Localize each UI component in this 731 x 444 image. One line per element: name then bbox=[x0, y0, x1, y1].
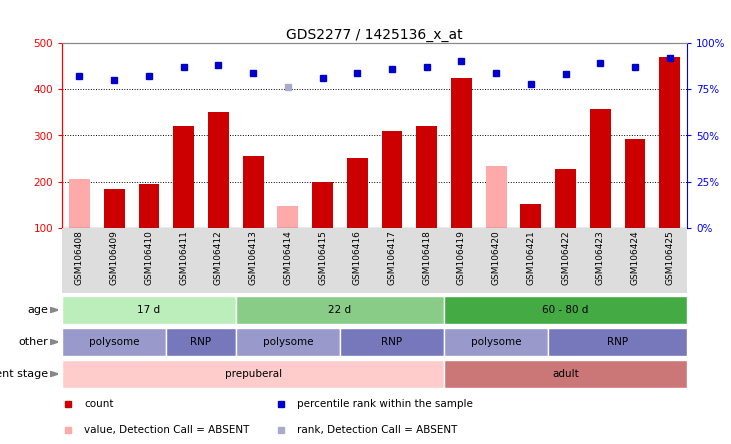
Text: GSM106411: GSM106411 bbox=[179, 230, 188, 285]
Text: GSM106419: GSM106419 bbox=[457, 230, 466, 285]
Bar bbox=[520, 204, 541, 228]
Bar bbox=[485, 166, 507, 228]
Text: GSM106422: GSM106422 bbox=[561, 230, 570, 285]
Text: GSM106412: GSM106412 bbox=[214, 230, 223, 285]
Bar bbox=[138, 184, 159, 228]
Text: GSM106420: GSM106420 bbox=[492, 230, 501, 285]
Bar bbox=[173, 126, 194, 228]
Text: development stage: development stage bbox=[0, 369, 48, 379]
Text: GSM106425: GSM106425 bbox=[665, 230, 674, 285]
Bar bbox=[340, 328, 444, 357]
Text: GSM106417: GSM106417 bbox=[387, 230, 396, 285]
Bar bbox=[62, 296, 235, 325]
Text: polysome: polysome bbox=[89, 337, 140, 347]
Polygon shape bbox=[50, 339, 58, 345]
Bar bbox=[590, 109, 610, 228]
Bar bbox=[243, 156, 263, 228]
Bar bbox=[104, 189, 124, 228]
Bar bbox=[312, 182, 333, 228]
Text: GSM106424: GSM106424 bbox=[631, 230, 640, 285]
Text: RNP: RNP bbox=[382, 337, 403, 347]
Bar bbox=[556, 169, 576, 228]
Bar bbox=[235, 328, 340, 357]
Text: prepuberal: prepuberal bbox=[224, 369, 281, 379]
Bar bbox=[382, 131, 402, 228]
Text: count: count bbox=[84, 400, 113, 409]
Bar bbox=[659, 57, 680, 228]
Bar bbox=[444, 296, 687, 325]
Text: GSM106421: GSM106421 bbox=[526, 230, 535, 285]
Bar bbox=[167, 328, 235, 357]
Polygon shape bbox=[50, 307, 58, 313]
Bar bbox=[451, 78, 471, 228]
Bar bbox=[235, 296, 444, 325]
Text: GSM106410: GSM106410 bbox=[145, 230, 154, 285]
Polygon shape bbox=[50, 371, 58, 377]
Text: 22 d: 22 d bbox=[328, 305, 352, 315]
Text: rank, Detection Call = ABSENT: rank, Detection Call = ABSENT bbox=[297, 425, 457, 435]
Bar bbox=[624, 139, 645, 228]
Text: polysome: polysome bbox=[471, 337, 521, 347]
Title: GDS2277 / 1425136_x_at: GDS2277 / 1425136_x_at bbox=[287, 28, 463, 42]
Text: 17 d: 17 d bbox=[137, 305, 161, 315]
Text: percentile rank within the sample: percentile rank within the sample bbox=[297, 400, 472, 409]
Bar bbox=[347, 158, 368, 228]
Text: RNP: RNP bbox=[607, 337, 628, 347]
Text: adult: adult bbox=[552, 369, 579, 379]
Bar bbox=[62, 360, 444, 388]
Bar bbox=[444, 360, 687, 388]
Text: value, Detection Call = ABSENT: value, Detection Call = ABSENT bbox=[84, 425, 249, 435]
Text: other: other bbox=[18, 337, 48, 347]
Bar bbox=[208, 112, 229, 228]
Text: age: age bbox=[27, 305, 48, 315]
Text: GSM106416: GSM106416 bbox=[353, 230, 362, 285]
Text: GSM106408: GSM106408 bbox=[75, 230, 84, 285]
Text: GSM106418: GSM106418 bbox=[423, 230, 431, 285]
Text: GSM106414: GSM106414 bbox=[284, 230, 292, 285]
Text: RNP: RNP bbox=[191, 337, 211, 347]
Text: polysome: polysome bbox=[262, 337, 313, 347]
Bar bbox=[62, 328, 167, 357]
Text: GSM106409: GSM106409 bbox=[110, 230, 118, 285]
Text: GSM106423: GSM106423 bbox=[596, 230, 605, 285]
Bar bbox=[548, 328, 687, 357]
Bar bbox=[277, 206, 298, 228]
Text: GSM106415: GSM106415 bbox=[318, 230, 327, 285]
Text: 60 - 80 d: 60 - 80 d bbox=[542, 305, 588, 315]
Bar bbox=[444, 328, 548, 357]
Text: GSM106413: GSM106413 bbox=[249, 230, 257, 285]
Bar bbox=[416, 126, 437, 228]
Bar bbox=[69, 179, 90, 228]
